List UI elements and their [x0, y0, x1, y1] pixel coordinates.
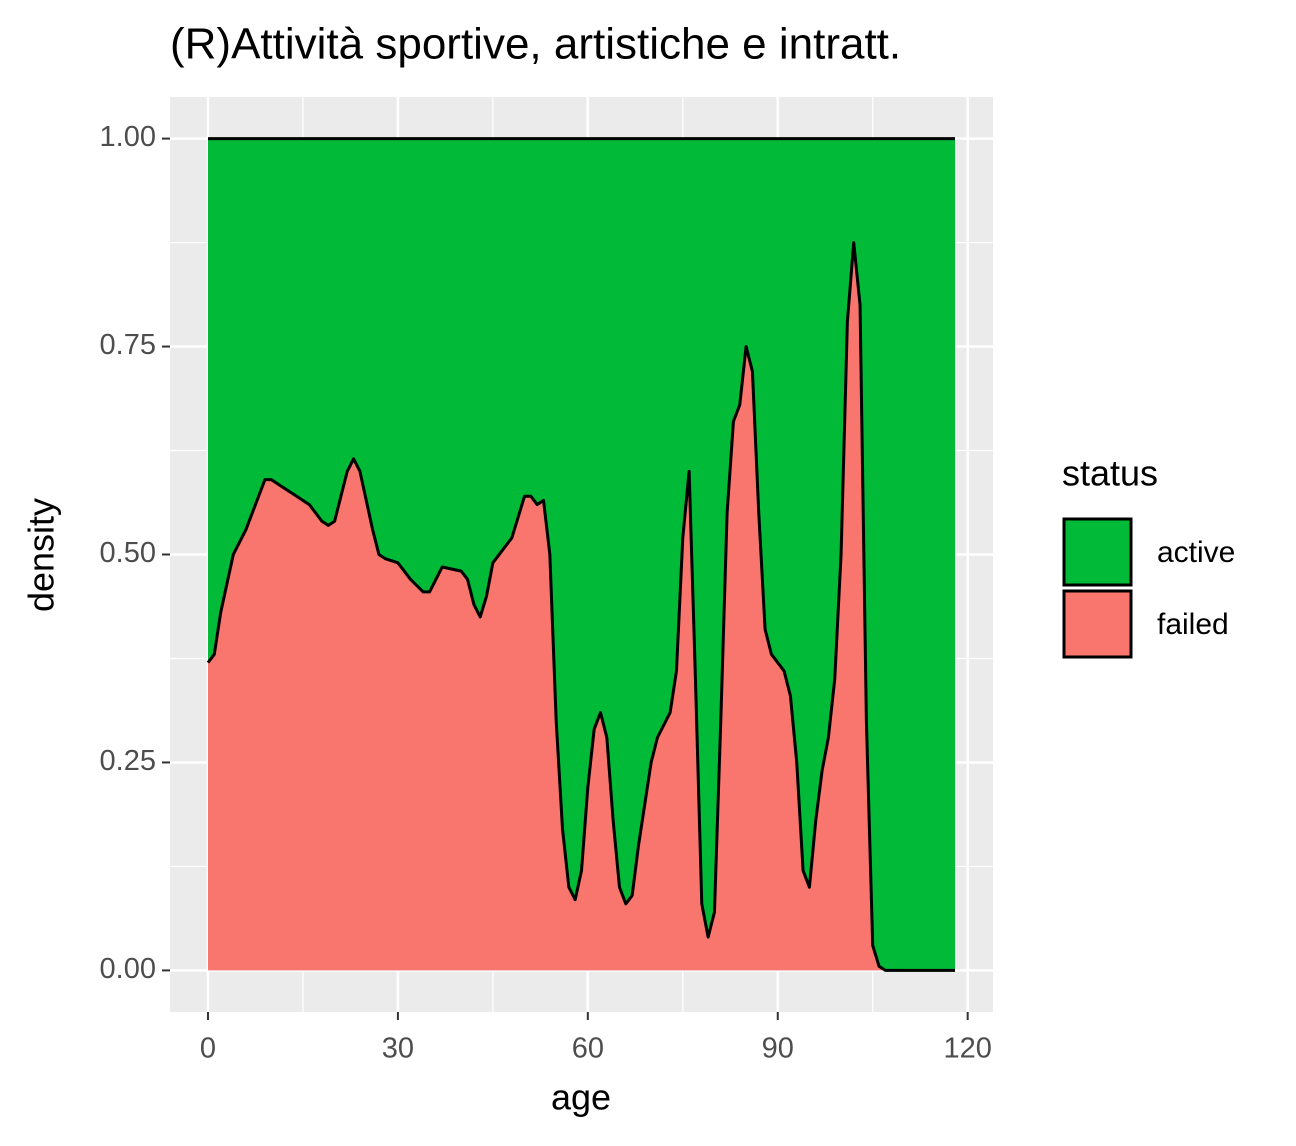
area [207, 138, 956, 971]
y-axis-title: density [21, 498, 62, 612]
y-tick-label: 0.25 [100, 745, 156, 777]
y-tick-label: 0.75 [100, 329, 156, 361]
area-outline [206, 241, 956, 972]
x-tick-label: 60 [572, 1033, 604, 1065]
y-tick-label: 0.00 [100, 953, 156, 985]
legend-key [1062, 517, 1133, 587]
x-tick-label: 0 [200, 1033, 216, 1065]
legend-label: active [1157, 536, 1235, 569]
legend: active failed [1062, 517, 1235, 659]
legend-label: failed [1157, 608, 1229, 641]
legend-title: status [1062, 453, 1158, 494]
x-tick-label: 120 [943, 1033, 991, 1065]
y-tick-label: 0.50 [100, 537, 156, 569]
x-tick-label: 30 [382, 1033, 414, 1065]
area [207, 242, 956, 971]
x-axis-title: age [551, 1077, 611, 1118]
chart-title: (R)Attività sportive, artistiche e intra… [170, 20, 901, 69]
legend-key [1062, 589, 1133, 659]
y-tick-label: 1.00 [100, 121, 156, 153]
axes: 0.00 0.25 0.50 0.75 1.00 0 30 60 90 120 [100, 121, 992, 1064]
areas [206, 137, 956, 972]
x-tick-label: 90 [762, 1033, 794, 1065]
